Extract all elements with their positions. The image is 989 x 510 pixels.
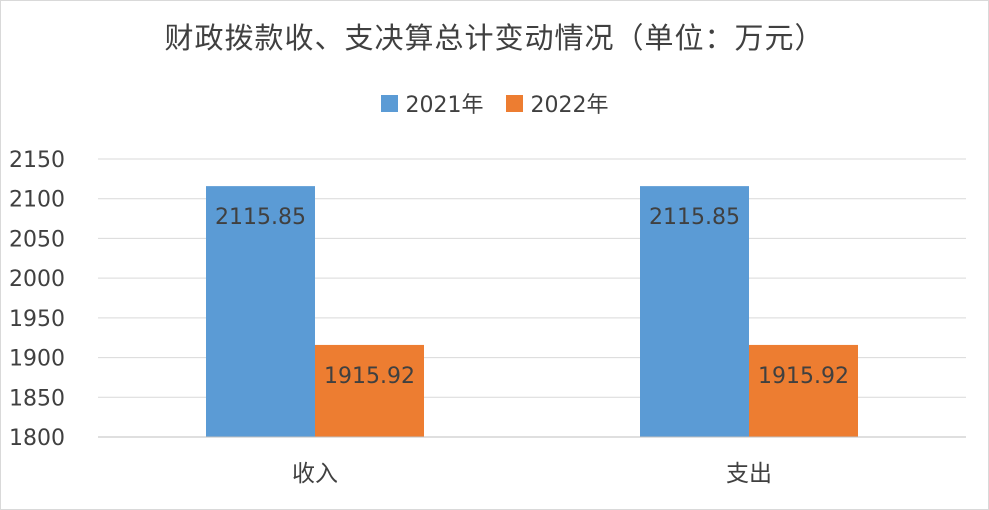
- legend-item-2022: 2022年: [505, 87, 609, 119]
- legend-item-2021: 2021年: [380, 87, 484, 119]
- legend-swatch-2021: [380, 94, 398, 112]
- data-label: 2115.85: [649, 205, 740, 230]
- y-tick-label: 2050: [9, 227, 65, 252]
- legend-label-2021: 2021年: [405, 93, 484, 118]
- y-tick-label: 2000: [9, 267, 65, 292]
- data-label: 2115.85: [215, 205, 306, 230]
- bar-2021年-收入: [206, 186, 315, 437]
- y-tick-label: 1800: [9, 426, 65, 451]
- y-tick-label: 1850: [9, 386, 65, 411]
- y-tick-label: 1950: [9, 307, 65, 332]
- legend-label-2022: 2022年: [530, 93, 609, 118]
- bar-2022年-支出: [749, 344, 858, 437]
- data-label: 1915.92: [758, 364, 849, 389]
- x-category-label: 收入: [292, 461, 338, 487]
- legend: 2021年 2022年: [1, 87, 988, 119]
- bar-2021年-支出: [640, 186, 749, 437]
- y-tick-label: 2100: [9, 188, 65, 213]
- data-label: 1915.92: [324, 364, 415, 389]
- y-tick-label: 1900: [9, 347, 65, 372]
- bar-2022年-收入: [315, 344, 424, 437]
- legend-swatch-2022: [505, 94, 523, 112]
- chart-title: 财政拨款收、支决算总计变动情况（单位：万元）: [164, 21, 825, 55]
- x-category-label: 支出: [726, 461, 772, 487]
- y-tick-label: 2150: [9, 148, 65, 173]
